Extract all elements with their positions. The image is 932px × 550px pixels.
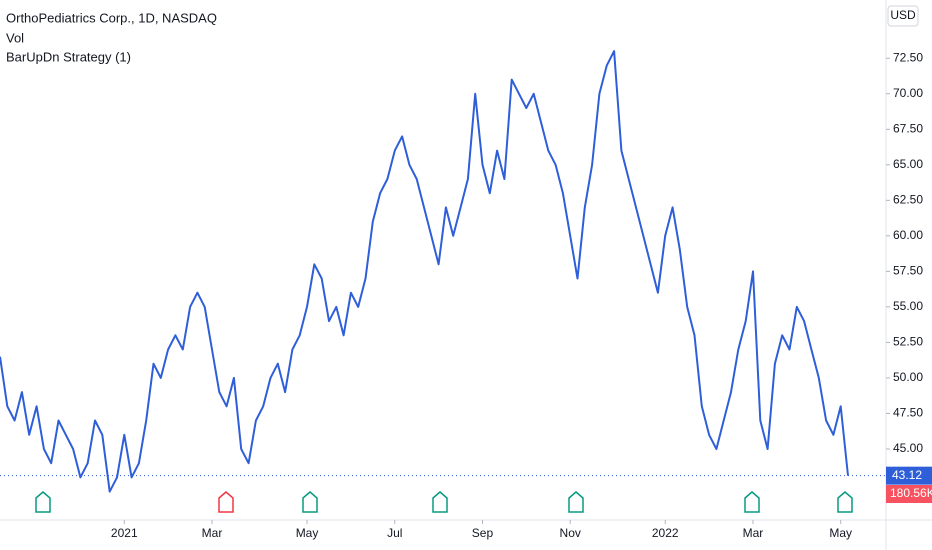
x-tick-label: May (296, 526, 319, 540)
y-tick-label: 67.50 (893, 121, 923, 135)
x-tick-label: 2021 (111, 526, 138, 540)
last-price-box (886, 466, 932, 485)
y-tick-label: 72.50 (893, 50, 923, 64)
last-price-label: 43.12 (892, 468, 922, 482)
y-tick-label: 52.50 (893, 335, 923, 349)
currency-label[interactable]: USD (890, 8, 916, 22)
volume-label: 180.56K (890, 486, 932, 500)
x-tick-label: Nov (560, 526, 581, 540)
symbol-title: OrthoPediatrics Corp., 1D, NASDAQ (6, 10, 217, 25)
y-tick-label: 47.50 (893, 406, 923, 420)
y-tick-label: 45.00 (893, 441, 923, 455)
currency-button[interactable] (887, 5, 919, 27)
indicator-label: Vol (6, 30, 24, 45)
x-tick-label: Sep (472, 526, 494, 540)
x-tick-label: May (829, 526, 852, 540)
y-tick-label: 65.00 (893, 157, 923, 171)
x-tick-label: Mar (202, 526, 223, 540)
y-tick-label: 70.00 (893, 86, 923, 100)
x-tick-label: Mar (743, 526, 764, 540)
earnings-markers (35, 491, 853, 513)
y-tick-label: 55.00 (893, 299, 923, 313)
y-tick-label: 50.00 (893, 370, 923, 384)
price-line (0, 50, 849, 493)
x-tick-label: Jul (387, 526, 402, 540)
indicator-label: BarUpDn Strategy (1) (6, 49, 131, 64)
y-tick-label: 57.50 (893, 264, 923, 278)
y-tick-label: 62.50 (893, 192, 923, 206)
y-tick-label: 60.00 (893, 228, 923, 242)
x-tick-label: 2022 (652, 526, 679, 540)
volume-box (886, 485, 932, 503)
